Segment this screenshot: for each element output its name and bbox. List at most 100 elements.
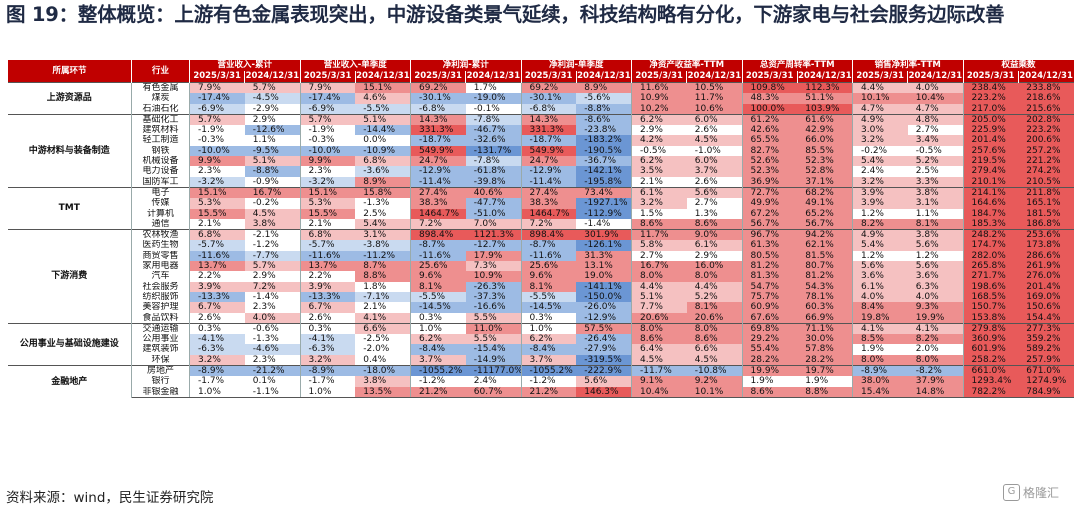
value-cell: -1.4%	[252, 291, 279, 302]
value-cell: 68.2%	[797, 186, 853, 199]
value-cell: 9.9%	[299, 156, 356, 167]
value-cell: 2.9%	[244, 113, 300, 126]
value-cell: 898.4%	[409, 229, 466, 241]
value-cell: -61.8%	[465, 166, 521, 177]
industry-label: 钢铁	[131, 145, 190, 157]
value-cell: 223.2%	[962, 93, 1019, 104]
value-cell: 25.6%	[409, 261, 466, 272]
value-cell: 6.1%	[686, 240, 742, 251]
value-cell: 54.7%	[741, 281, 798, 292]
table-row: 计算机 15.5% 4.5% 15.5% 2.5% 1464.7% -51.0% 1464.7…	[8, 208, 1074, 219]
value-cell: 202.8%	[1018, 113, 1074, 126]
industry-label: 环保	[131, 354, 190, 366]
value-cell: -11177.0%	[465, 365, 521, 377]
value-cell: 10.1%	[851, 93, 908, 104]
watermark-text: 格隆汇	[1023, 486, 1060, 500]
value-cell: -10.0%	[299, 145, 356, 157]
value-cell: 8.7%	[355, 261, 411, 272]
value-cell: 8.6%	[686, 334, 742, 345]
value-cell: -6.9%	[299, 103, 356, 115]
value-cell: 185.3%	[962, 218, 1019, 230]
value-cell: 2.1%	[630, 176, 687, 188]
value-cell: 3.9%	[188, 281, 245, 292]
value-cell: 60.7%	[465, 386, 521, 398]
value-cell: 210.5%	[1018, 176, 1074, 188]
value-cell: 21.2%	[409, 386, 466, 398]
value-cell: -8.4%	[409, 344, 466, 355]
value-cell: 9.2%	[686, 376, 742, 387]
value-cell: 3.8%	[355, 376, 411, 387]
value-cell: 2.7%	[694, 198, 718, 209]
value-cell: 5.2%	[686, 291, 742, 303]
value-cell: 214.1%	[962, 186, 1019, 199]
value-cell: 6.8%	[188, 229, 245, 241]
value-cell: 4.7%	[851, 103, 908, 115]
value-cell: 3.8%	[907, 229, 963, 241]
value-cell: -6.3%	[299, 344, 356, 355]
value-cell: 4.4%	[851, 82, 908, 94]
value-cell: 3.8%	[907, 186, 963, 199]
industry-label: 汽车	[131, 271, 190, 282]
metric-header: 权益乘数	[962, 60, 1074, 71]
value-cell: 94.2%	[797, 229, 853, 241]
value-cell: 3.2%	[851, 135, 908, 146]
value-cell: -1.2%	[520, 376, 577, 387]
value-cell: 218.6%	[1018, 93, 1074, 104]
value-cell: -15.4%	[465, 344, 521, 355]
value-cell: -1.2%	[409, 376, 466, 387]
value-cell: 198.6%	[962, 281, 1019, 292]
value-cell: -0.3%	[299, 135, 356, 146]
value-cell: 5.3%	[188, 198, 245, 209]
value-cell: 257.2%	[1018, 145, 1074, 157]
value-cell: 3.1%	[907, 198, 963, 209]
value-cell: 8.6%	[630, 334, 687, 345]
industry-label: 商贸零售	[131, 250, 190, 262]
value-cell: 3.9%	[851, 186, 908, 199]
value-cell: 6.1%	[630, 186, 687, 199]
value-cell: 2.6%	[299, 312, 356, 324]
table-row: 建筑装饰 -6.3% -4.6% -6.3% -2.0% -8.4% -15.4% -8.4%…	[8, 344, 1074, 355]
value-cell: 37.9%	[907, 376, 963, 387]
group-label: 下游消费	[7, 229, 132, 324]
value-cell: 3.2%	[851, 176, 908, 188]
value-cell: -7.1%	[355, 291, 411, 303]
value-cell: 10.9%	[630, 93, 687, 104]
value-cell: 782.2%	[962, 386, 1019, 398]
value-cell: 2.5%	[363, 208, 387, 219]
value-cell: 1.2%	[915, 250, 939, 261]
value-cell: -5.6%	[576, 93, 632, 104]
logo-icon: G	[1003, 484, 1020, 501]
value-cell: 8.2%	[907, 334, 963, 345]
value-cell: 109.8%	[741, 82, 798, 94]
value-cell: 5.1%	[630, 291, 687, 303]
value-cell: 13.7%	[188, 261, 245, 272]
value-cell: 286.6%	[1018, 250, 1074, 262]
value-cell: 261.9%	[1018, 261, 1074, 272]
value-cell: -18.7%	[409, 135, 466, 146]
industry-label: 建筑装饰	[131, 344, 190, 355]
industry-label: 煤炭	[131, 93, 190, 104]
value-cell: 56.7%	[797, 218, 853, 230]
value-cell: -5.5%	[409, 291, 466, 303]
value-cell: 72.7%	[741, 186, 798, 199]
value-cell: -1.1%	[244, 386, 300, 398]
value-cell: 15.8%	[355, 186, 411, 199]
value-cell: 168.5%	[962, 291, 1019, 303]
value-cell: -51.0%	[465, 208, 521, 219]
value-cell: 54.3%	[797, 281, 853, 292]
value-cell: 360.9%	[962, 334, 1019, 345]
table-row: 下游消费 农林牧渔 6.8% -2.1% 6.8% 3.1% 898.4% 1121.3% 89…	[7, 229, 1074, 324]
value-cell: 661.0%	[962, 365, 1019, 377]
value-cell: 2.6%	[694, 176, 718, 187]
value-cell: -1055.2%	[520, 365, 577, 377]
industry-label: 银行	[131, 376, 190, 387]
value-cell: 0.4%	[363, 354, 387, 365]
value-cell: 40.6%	[465, 186, 521, 199]
value-cell: 4.0%	[907, 82, 963, 94]
value-cell: 9.6%	[409, 271, 466, 282]
value-cell: 28.2%	[741, 354, 798, 366]
period-header: 2025/3/31	[741, 71, 798, 83]
industry-label: 医药生物	[131, 240, 190, 251]
value-cell: 2.3%	[252, 302, 276, 313]
value-cell: 2.9%	[252, 271, 276, 282]
